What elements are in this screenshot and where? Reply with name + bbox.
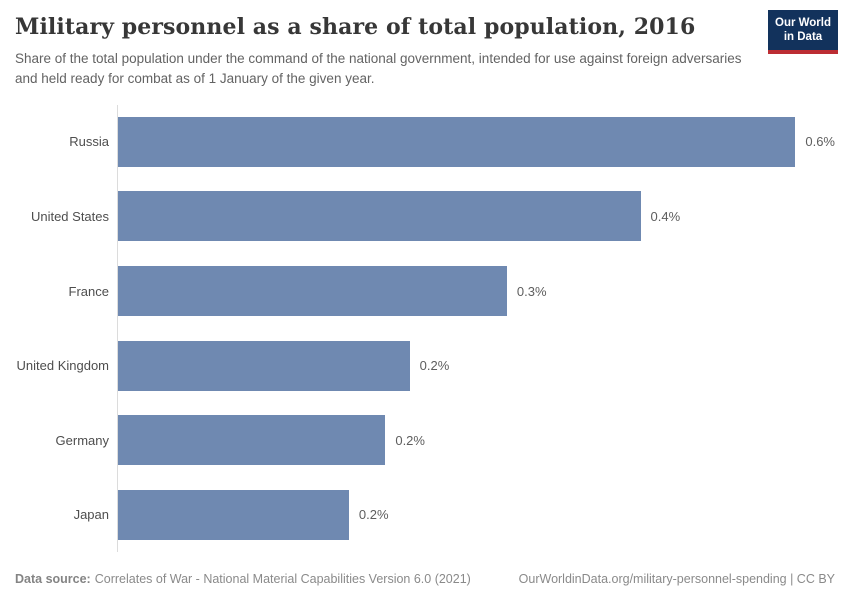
bar [118,415,386,466]
bar [118,116,796,167]
value-label: 0.3% [516,283,547,299]
category-label: United States [30,208,109,224]
owid-logo: Our World in Data [768,10,838,54]
bar-rows: Russia 0.6% United States 0.4% France 0.… [15,104,835,553]
bar-row: United Kingdom 0.2% [15,328,835,403]
category-label: Japan [73,507,109,523]
bar-row: United States 0.4% [15,179,835,254]
category-label: France [68,283,109,299]
value-label: 0.2% [395,432,425,448]
chart-subtitle: Share of the total population under the … [15,51,742,86]
bar [118,266,507,316]
bar [118,340,410,391]
bar-chart: Russia 0.6% United States 0.4% France 0.… [15,104,835,553]
category-label: United Kingdom [16,358,110,374]
bar-row: Japan 0.2% [15,477,835,553]
bar-track: 0.2% [117,328,835,403]
bar-track: 0.6% [117,104,835,180]
bar [118,191,641,242]
data-source-text: Correlates of War - National Material Ca… [94,572,471,586]
chart-header: Military personnel as a share of total p… [0,0,850,89]
chart-footer: Data source: Correlates of War - National… [15,572,835,586]
value-label: 0.2% [358,507,389,523]
owid-logo-line2: in Data [783,31,823,44]
bar [118,489,349,540]
data-source-label: Data source: [15,572,91,586]
chart-title: Military personnel as a share of total p… [15,14,696,40]
bar-row: Germany 0.2% [15,402,835,478]
category-label: Russia [69,134,109,150]
value-label: 0.2% [419,358,450,374]
data-source: Data source: Correlates of War - National… [15,572,471,586]
value-label: 0.4% [650,208,681,224]
value-label: 0.6% [805,134,835,150]
category-label: Germany [55,432,109,448]
bar-track: 0.2% [117,402,835,478]
owid-logo-line1: Our World [775,17,832,29]
bar-track: 0.2% [117,477,835,553]
bar-track: 0.3% [117,253,835,329]
bar-row: France 0.3% [15,253,835,329]
bar-row: Russia 0.6% [15,104,835,180]
attribution: OurWorldinData.org/military-personnel-sp… [518,572,835,586]
bar-track: 0.4% [117,179,835,254]
